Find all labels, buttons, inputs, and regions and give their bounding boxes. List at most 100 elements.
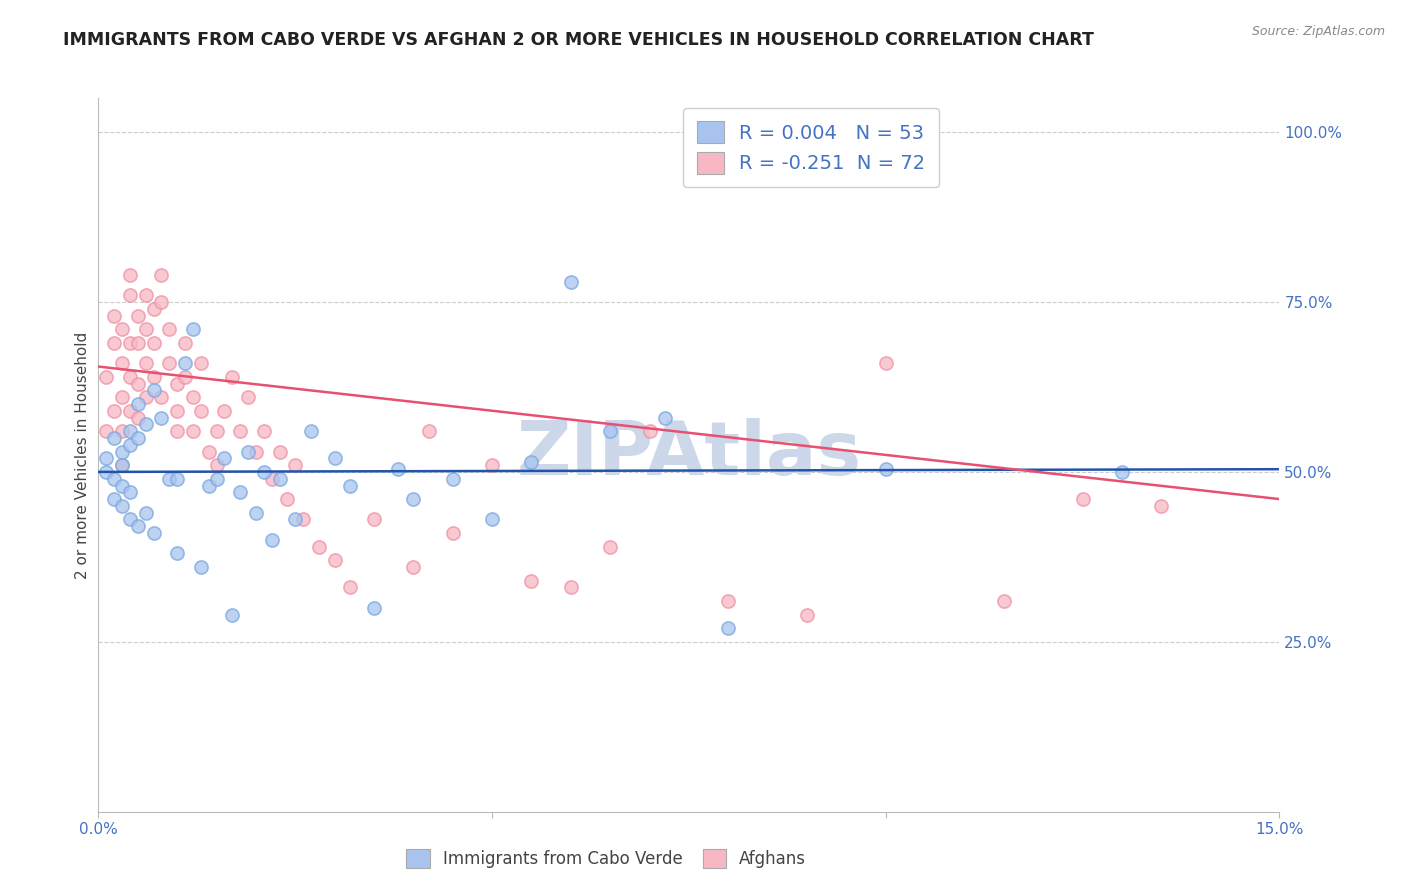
Point	[118, 335, 141, 350]
Point	[245, 506, 267, 520]
Point	[118, 485, 141, 500]
Point	[339, 478, 361, 492]
Point	[181, 322, 204, 336]
Point	[96, 369, 118, 384]
Point	[135, 322, 157, 336]
Point	[174, 335, 197, 350]
Point	[135, 417, 157, 432]
Point	[127, 410, 149, 425]
Point	[135, 506, 157, 520]
Point	[127, 335, 149, 350]
Point	[166, 424, 188, 438]
Point	[142, 384, 165, 398]
Point	[253, 465, 276, 479]
Point	[260, 472, 283, 486]
Point	[150, 268, 173, 282]
Point	[157, 472, 180, 486]
Point	[118, 438, 141, 452]
Point	[654, 410, 676, 425]
Point	[127, 376, 149, 391]
Point	[118, 288, 141, 302]
Point	[717, 594, 740, 608]
Point	[157, 322, 180, 336]
Point	[118, 512, 141, 526]
Point	[229, 424, 252, 438]
Point	[284, 512, 307, 526]
Point	[166, 376, 188, 391]
Point	[111, 390, 134, 404]
Point	[402, 492, 425, 507]
Point	[323, 451, 346, 466]
Point	[111, 478, 134, 492]
Text: ZIPAtlas: ZIPAtlas	[516, 418, 862, 491]
Point	[269, 444, 291, 458]
Point	[221, 369, 243, 384]
Text: Source: ZipAtlas.com: Source: ZipAtlas.com	[1251, 25, 1385, 38]
Point	[142, 526, 165, 541]
Point	[205, 424, 228, 438]
Point	[127, 397, 149, 411]
Point	[229, 485, 252, 500]
Point	[111, 424, 134, 438]
Point	[135, 288, 157, 302]
Point	[875, 461, 897, 475]
Point	[150, 295, 173, 310]
Point	[993, 594, 1015, 608]
Point	[174, 356, 197, 370]
Point	[166, 472, 188, 486]
Point	[638, 424, 661, 438]
Point	[118, 403, 141, 417]
Point	[111, 499, 134, 513]
Point	[323, 553, 346, 567]
Point	[111, 356, 134, 370]
Point	[308, 540, 330, 554]
Point	[103, 335, 125, 350]
Point	[875, 356, 897, 370]
Point	[441, 472, 464, 486]
Point	[118, 369, 141, 384]
Point	[1071, 492, 1094, 507]
Point	[560, 275, 582, 289]
Point	[190, 403, 212, 417]
Point	[299, 424, 322, 438]
Point	[142, 335, 165, 350]
Point	[150, 390, 173, 404]
Point	[111, 444, 134, 458]
Point	[253, 424, 276, 438]
Point	[599, 424, 621, 438]
Point	[292, 512, 315, 526]
Point	[205, 458, 228, 472]
Text: IMMIGRANTS FROM CABO VERDE VS AFGHAN 2 OR MORE VEHICLES IN HOUSEHOLD CORRELATION: IMMIGRANTS FROM CABO VERDE VS AFGHAN 2 O…	[63, 31, 1094, 49]
Point	[174, 369, 197, 384]
Point	[402, 560, 425, 574]
Point	[142, 301, 165, 316]
Point	[96, 465, 118, 479]
Point	[599, 540, 621, 554]
Point	[276, 492, 298, 507]
Point	[796, 607, 818, 622]
Point	[236, 390, 259, 404]
Point	[214, 403, 236, 417]
Point	[205, 472, 228, 486]
Legend: Immigrants from Cabo Verde, Afghans: Immigrants from Cabo Verde, Afghans	[399, 843, 813, 875]
Point	[96, 451, 118, 466]
Point	[245, 444, 267, 458]
Point	[221, 607, 243, 622]
Y-axis label: 2 or more Vehicles in Household: 2 or more Vehicles in Household	[75, 331, 90, 579]
Point	[387, 461, 409, 475]
Point	[481, 512, 503, 526]
Point	[214, 451, 236, 466]
Point	[363, 512, 385, 526]
Point	[363, 600, 385, 615]
Point	[103, 431, 125, 445]
Point	[135, 390, 157, 404]
Point	[181, 390, 204, 404]
Point	[111, 458, 134, 472]
Point	[717, 621, 740, 635]
Point	[284, 458, 307, 472]
Point	[181, 424, 204, 438]
Point	[103, 472, 125, 486]
Point	[118, 268, 141, 282]
Point	[236, 444, 259, 458]
Point	[520, 455, 543, 469]
